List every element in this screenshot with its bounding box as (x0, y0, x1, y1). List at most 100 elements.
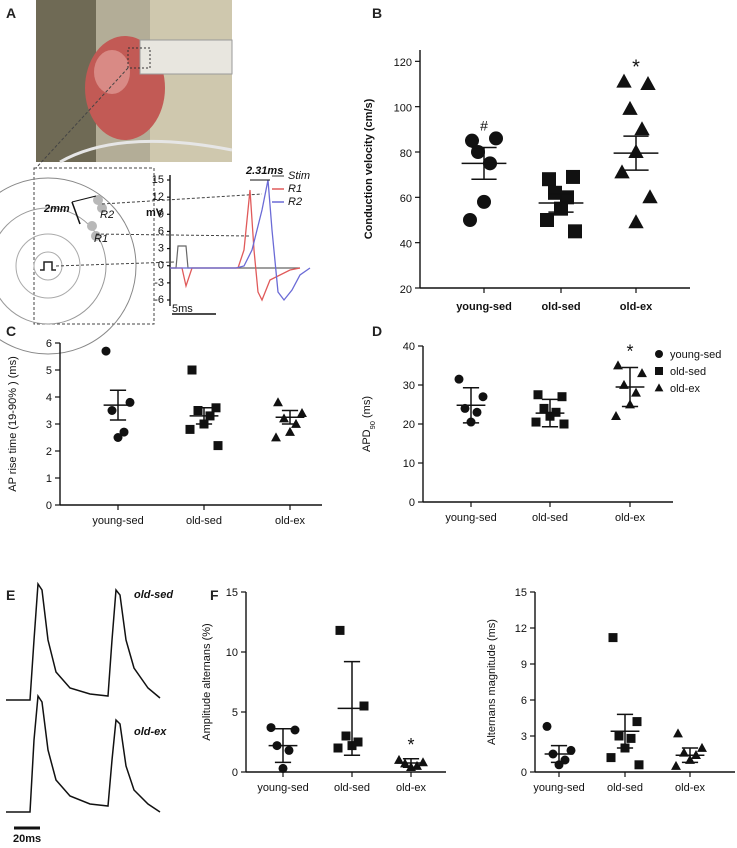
data-point (542, 721, 552, 731)
data-point (359, 701, 369, 711)
y-tick-label: 6 (521, 695, 527, 707)
y-tick-label: 10 (403, 458, 415, 470)
significance-marker: * (407, 735, 414, 755)
r1-label: R1 (94, 233, 108, 245)
distance-arrow-cap (71, 195, 97, 203)
data-point (634, 760, 644, 770)
x-tick-label: old-sed (532, 512, 568, 524)
old-sed-trace (6, 581, 161, 701)
legend-marker (655, 367, 663, 375)
r2-trace (170, 179, 311, 302)
y-tick-label: 6 (46, 338, 52, 350)
data-point (394, 754, 404, 764)
panel-f-amplitude-chart: F 0 5 10 15 Amplitude alternans (%) young-sed o… (201, 587, 446, 794)
legend-label: R1 (288, 183, 302, 195)
y-tick-label: 10 (226, 647, 238, 659)
stim-link (55, 261, 175, 267)
data-point (568, 224, 582, 239)
data-point (531, 417, 541, 427)
data-point (119, 427, 129, 437)
data-point (211, 403, 221, 413)
y-tick-label: 2 (46, 446, 52, 458)
data-point (679, 747, 689, 757)
y-tick-label: 80 (400, 148, 412, 160)
r1-trace (170, 189, 301, 302)
x-tick-label: old-sed (186, 515, 222, 527)
y-axis-label: AP rise time (19-90% ) (ms) (7, 356, 19, 492)
ring-outer (0, 177, 137, 355)
data-point (335, 625, 345, 635)
y-tick-label: 30 (403, 380, 415, 392)
data-point (266, 723, 276, 733)
y-tick-label: 20 (400, 284, 412, 296)
data-point (637, 368, 647, 378)
y-tick-label: 15 (515, 587, 527, 599)
data-point (640, 75, 656, 90)
r2-link (101, 193, 263, 205)
stim-trace (170, 245, 300, 269)
data-point (333, 743, 343, 753)
old-ex-trace-label: old-ex (134, 726, 167, 738)
trace-ytick-label: -6 (154, 294, 164, 306)
data-point (185, 424, 195, 434)
legend-label: R2 (288, 196, 302, 208)
data-point (632, 717, 642, 727)
trace-ytick-label: 15 (152, 174, 164, 186)
data-point (101, 346, 111, 356)
data-point (566, 169, 580, 184)
y-axis-label: Conduction velocity (cm/s) (363, 98, 375, 239)
data-point (608, 633, 618, 643)
heart-highlight (94, 50, 130, 94)
heart-photo (36, 0, 233, 164)
data-point (341, 731, 351, 741)
e-scalebar-label: 20ms (13, 833, 41, 845)
x-tick-label: old-ex (620, 301, 653, 313)
data-point (671, 760, 681, 770)
data-point (539, 403, 549, 413)
panel-e: E old-sed old-ex 20ms (6, 581, 173, 845)
panel-e-label: E (6, 587, 15, 603)
y-tick-label: 0 (232, 767, 238, 779)
data-point (271, 432, 281, 442)
data-point (353, 737, 363, 747)
old-ex-trace (6, 693, 161, 813)
significance-marker: * (632, 57, 640, 79)
x-tick-label: old-sed (334, 782, 370, 794)
x-tick-label: old-ex (275, 515, 305, 527)
panel-label: F (210, 587, 219, 603)
data-point (642, 189, 658, 204)
y-tick-label: 1 (46, 473, 52, 485)
syringe (139, 39, 233, 75)
y-axis-label-sub: 90 (368, 421, 377, 429)
r2-label: R2 (100, 209, 114, 221)
x-tick-label: old-sed (607, 782, 643, 794)
trace-ytick-label: 6 (158, 225, 164, 237)
data-point (454, 374, 464, 384)
panel-label: D (372, 323, 382, 339)
distance-arrow (71, 201, 81, 225)
data-point (107, 406, 117, 415)
y-tick-label: 40 (400, 239, 412, 251)
electrode-r1-b (91, 231, 101, 241)
photo-glass-edge (59, 139, 233, 164)
panel-b-chart: B 20 40 60 80 100 120 Conduction velocity (cm/s… (363, 5, 690, 313)
mv-label: mV (146, 207, 164, 219)
data-point (489, 131, 503, 146)
electrode-r1-a (87, 221, 97, 231)
y-axis-label-main: APD (361, 429, 373, 452)
data-point (460, 403, 470, 413)
data-point (673, 728, 683, 738)
y-axis-label: APD90 (ms) (361, 396, 377, 452)
trace-ytick-label: -3 (154, 277, 164, 289)
y-tick-label: 4 (46, 392, 52, 404)
data-point (284, 745, 294, 755)
data-point (616, 73, 632, 88)
y-tick-label: 0 (409, 497, 415, 509)
data-point (472, 407, 482, 417)
data-point (626, 733, 636, 743)
r1-link (95, 233, 251, 237)
x-tick-label: old-sed (541, 301, 580, 313)
data-point (697, 742, 707, 752)
data-point (465, 133, 479, 148)
